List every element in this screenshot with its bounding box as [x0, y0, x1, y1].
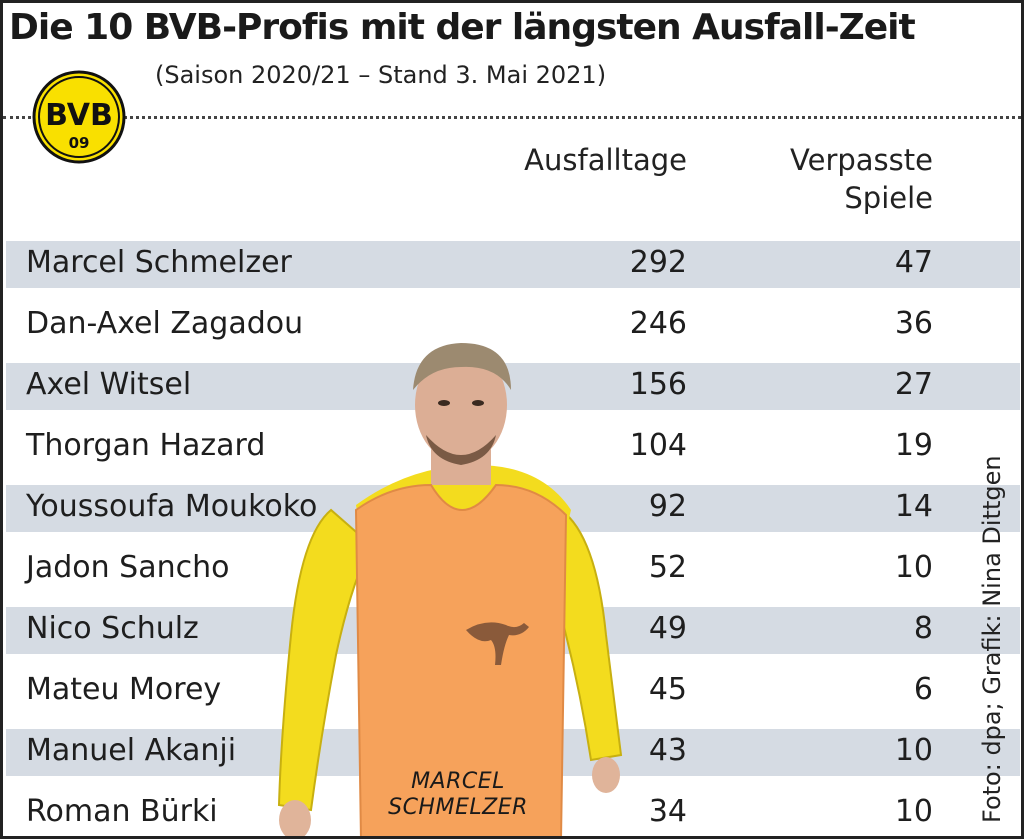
photo-credit: Foto: dpa; Grafik: Nina Dittgen: [978, 455, 1006, 823]
ausfalltage-value: 34: [648, 794, 687, 829]
player-name: Marcel Schmelzer: [26, 245, 292, 280]
verpasste-spiele-value: 6: [913, 672, 933, 707]
player-name: Manuel Akanji: [26, 733, 237, 768]
chart-subtitle: (Saison 2020/21 – Stand 3. Mai 2021): [155, 61, 607, 89]
ausfalltage-value: 104: [629, 428, 687, 463]
ausfalltage-value: 92: [648, 489, 687, 524]
ausfalltage-value: 45: [648, 672, 687, 707]
table-row: Mateu Morey 45 6: [3, 668, 1021, 729]
player-name: Thorgan Hazard: [26, 428, 266, 463]
column-header-verpasste-spiele: Verpasste Spiele: [790, 141, 933, 217]
table-row: Thorgan Hazard 104 19: [3, 424, 1021, 485]
column-header-ausfalltage: Ausfalltage: [524, 141, 687, 179]
table-row: Roman Bürki 34 10: [3, 790, 1021, 836]
dotted-divider: [3, 116, 1021, 119]
ausfalltage-value: 292: [629, 245, 687, 280]
player-name: Nico Schulz: [26, 611, 199, 646]
player-name: Mateu Morey: [26, 672, 222, 707]
verpasste-spiele-value: 10: [894, 550, 933, 585]
verpasste-spiele-value: 10: [894, 733, 933, 768]
logo-letters: BVB: [45, 98, 113, 133]
player-name: Jadon Sancho: [26, 550, 230, 585]
verpasste-spiele-value: 19: [894, 428, 933, 463]
ausfalltage-value: 49: [648, 611, 687, 646]
player-name: Axel Witsel: [26, 367, 192, 402]
verpasste-spiele-value: 47: [894, 245, 933, 280]
player-name: Roman Bürki: [26, 794, 218, 829]
photo-caption-line2: SCHMELZER: [388, 795, 528, 820]
verpasste-spiele-value: 10: [894, 794, 933, 829]
table-row: Axel Witsel 156 27: [3, 363, 1021, 424]
column-header-ausfalltage-line: Ausfalltage: [524, 143, 687, 177]
row-band: [6, 241, 1020, 288]
verpasste-spiele-value: 8: [913, 611, 933, 646]
column-header-verpasste-line2: Spiele: [844, 181, 933, 215]
table-row: Jadon Sancho 52 10: [3, 546, 1021, 607]
chart-title: Die 10 BVB-Profis mit der längsten Ausfa…: [9, 7, 916, 48]
player-photo-illustration: [277, 343, 623, 836]
ausfalltage-value: 52: [648, 550, 687, 585]
verpasste-spiele-value: 27: [894, 367, 933, 402]
ausfalltage-value: 43: [648, 733, 687, 768]
table-row: Dan-Axel Zagadou 246 36: [3, 302, 1021, 363]
player-name: Dan-Axel Zagadou: [26, 306, 304, 341]
ausfalltage-value: 246: [629, 306, 687, 341]
ausfalltage-value: 156: [629, 367, 687, 402]
row-band: [6, 363, 1020, 410]
column-header-verpasste-line1: Verpasste: [790, 143, 933, 177]
bvb-logo-icon: BVB 09: [32, 70, 126, 164]
logo-number: 09: [69, 134, 90, 152]
player-name: Youssoufa Moukoko: [26, 489, 318, 524]
verpasste-spiele-value: 36: [894, 306, 933, 341]
photo-caption: MARCEL SCHMELZER: [383, 769, 533, 821]
verpasste-spiele-value: 14: [894, 489, 933, 524]
table-row: Marcel Schmelzer 292 47: [3, 241, 1021, 302]
photo-caption-line1: MARCEL: [411, 769, 505, 794]
